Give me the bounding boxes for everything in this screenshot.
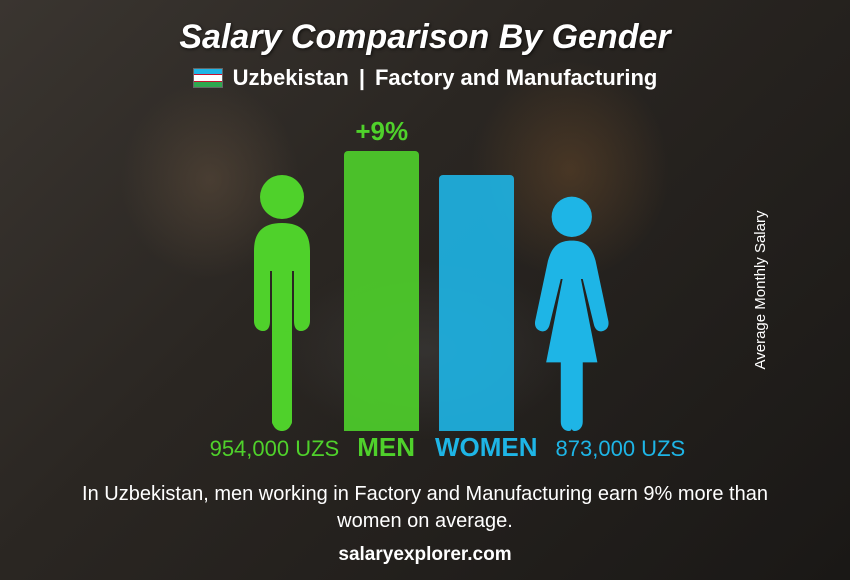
subtitle-separator: | (359, 65, 365, 91)
chart-area: +9% 954,000 UZS MEN (115, 101, 735, 431)
subtitle-country: Uzbekistan (233, 65, 349, 91)
female-icon (526, 193, 618, 431)
labels-row: 954,000 UZS MEN WOMEN 873,000 UZS (115, 432, 735, 463)
women-label-group: WOMEN 873,000 UZS (435, 432, 725, 463)
yaxis-label: Average Monthly Salary (752, 211, 769, 370)
men-salary: 954,000 UZS (210, 436, 340, 462)
subtitle-sector: Factory and Manufacturing (375, 65, 657, 91)
description-text: In Uzbekistan, men working in Factory an… (55, 481, 795, 535)
men-label-group: 954,000 UZS MEN (125, 432, 415, 463)
women-side (439, 101, 618, 431)
men-bar-col: +9% (344, 101, 419, 431)
women-person-col (526, 101, 618, 431)
page-title: Salary Comparison By Gender (179, 18, 670, 57)
infographic-content: Salary Comparison By Gender Uzbekistan |… (0, 0, 850, 580)
women-salary: 873,000 UZS (556, 436, 686, 462)
flag-icon (193, 68, 223, 88)
women-label: WOMEN (435, 432, 538, 463)
men-bar (344, 151, 419, 431)
men-side: +9% (232, 101, 419, 431)
subtitle-row: Uzbekistan | Factory and Manufacturing (193, 65, 658, 91)
footer-source: salaryexplorer.com (0, 544, 850, 566)
men-person-col (232, 101, 332, 431)
men-label: MEN (357, 432, 415, 463)
women-bar (439, 175, 514, 431)
delta-label: +9% (355, 116, 408, 147)
flag-stripe-bot (194, 81, 222, 87)
male-icon (232, 171, 332, 431)
women-bar-col (439, 101, 514, 431)
